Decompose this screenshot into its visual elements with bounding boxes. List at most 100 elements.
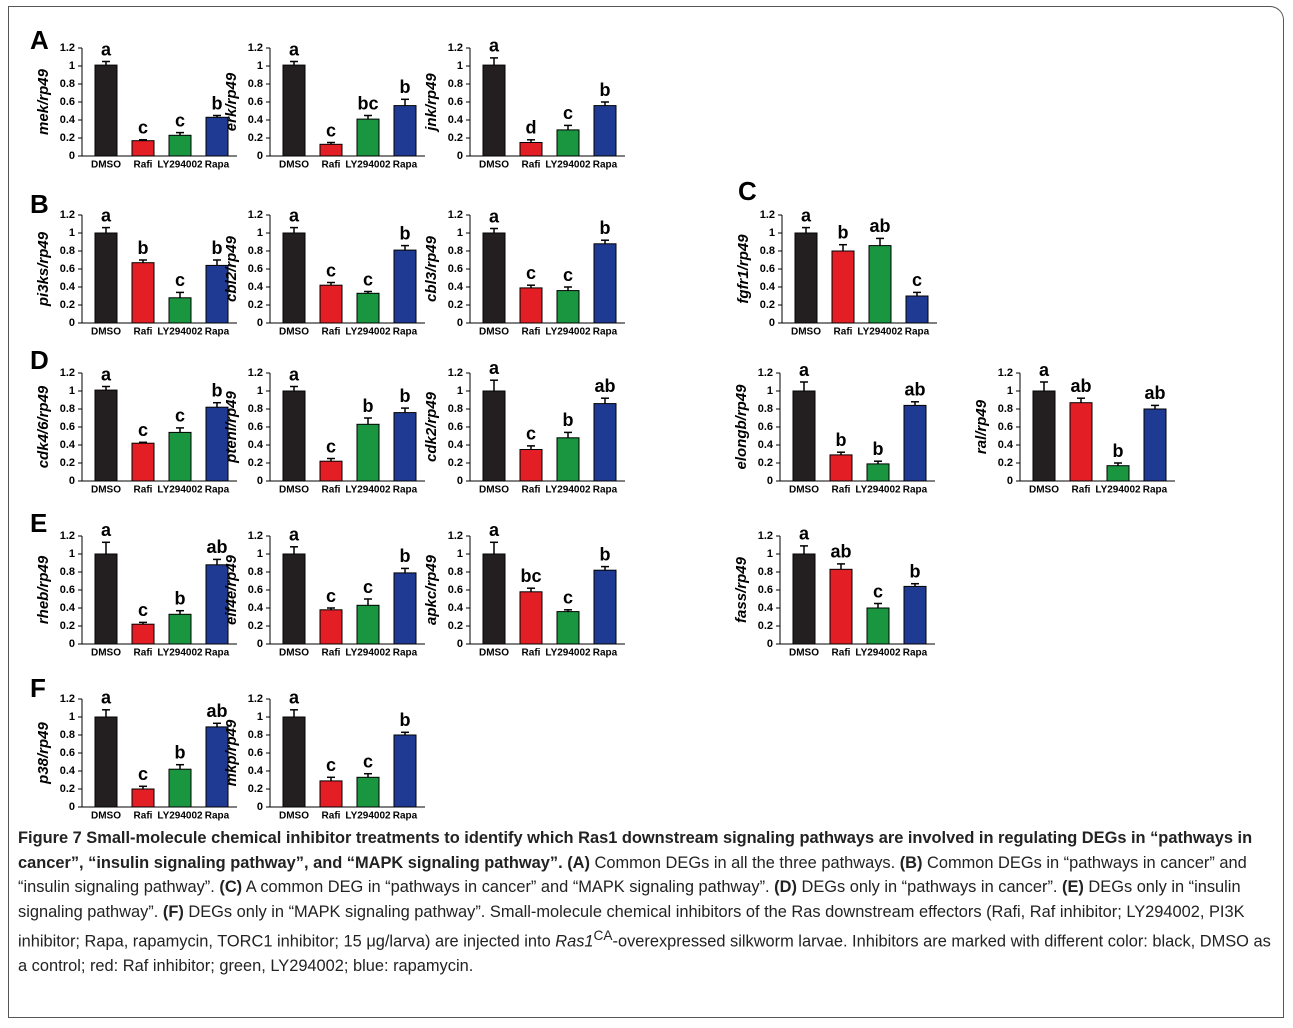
y-tick-label: 0.6	[60, 747, 75, 759]
bar	[168, 431, 192, 482]
y-tick-label: 0.8	[248, 245, 263, 257]
y-axis-label: cbl3/rp49	[423, 235, 440, 302]
bar	[393, 734, 417, 808]
y-tick-label: 1.2	[60, 693, 75, 705]
bar	[94, 553, 118, 645]
x-tick-label: Rafi	[322, 485, 341, 496]
x-tick-label: Rafi	[134, 811, 153, 822]
bar	[903, 404, 927, 482]
y-tick-label: 0.6	[758, 421, 773, 433]
caption-part: (A)	[567, 853, 590, 872]
bar	[482, 232, 506, 324]
significance-letter: b	[400, 77, 411, 97]
x-tick-label: Rapa	[205, 485, 230, 496]
significance-letter: b	[400, 223, 411, 243]
y-tick-label: 0.4	[60, 602, 76, 614]
x-tick-label: Rafi	[1072, 485, 1091, 496]
x-tick-label: Rafi	[832, 648, 851, 659]
significance-letter: c	[873, 581, 883, 601]
x-tick-label: LY294002	[345, 327, 391, 338]
x-tick-label: DMSO	[91, 327, 121, 338]
bar	[593, 105, 617, 157]
significance-letter: b	[175, 588, 186, 608]
bar	[168, 613, 192, 645]
y-tick-label: 0.2	[248, 457, 263, 469]
caption-part: DEGs only in “pathways in cancer”.	[796, 878, 1063, 896]
y-axis-label: rheb/rp49	[35, 555, 52, 624]
significance-letter: b	[910, 561, 921, 581]
bar	[482, 553, 506, 645]
y-tick-label: 0	[257, 475, 263, 487]
y-tick-label: 0.8	[60, 566, 75, 578]
y-tick-label: 1.2	[448, 530, 463, 542]
y-tick-label: 0.8	[60, 729, 75, 741]
y-tick-label: 0.6	[248, 584, 263, 596]
significance-letter: c	[326, 755, 336, 775]
y-tick-label: 0.2	[448, 620, 463, 632]
significance-letter: c	[363, 751, 373, 771]
bar	[356, 423, 380, 482]
significance-letter: c	[563, 588, 573, 608]
x-tick-label: DMSO	[91, 811, 121, 822]
bar	[556, 611, 580, 645]
bar	[131, 262, 155, 324]
bar	[94, 716, 118, 808]
x-tick-label: DMSO	[91, 160, 121, 171]
y-tick-label: 0.6	[760, 263, 775, 275]
y-tick-label: 0.4	[448, 439, 464, 451]
significance-letter: a	[799, 360, 810, 380]
x-tick-label: Rafi	[522, 648, 541, 659]
significance-letter: c	[138, 118, 148, 138]
significance-letter: c	[326, 120, 336, 140]
significance-letter: b	[212, 93, 223, 113]
bar	[1032, 390, 1056, 482]
x-tick-label: Rapa	[205, 327, 230, 338]
caption-part: (B)	[899, 853, 923, 872]
y-tick-label: 0.4	[448, 114, 464, 126]
significance-letter: ab	[1144, 383, 1165, 403]
y-tick-label: 1.2	[448, 42, 463, 54]
significance-letter: ab	[206, 537, 227, 557]
y-tick-label: 0.6	[448, 263, 463, 275]
y-tick-label: 0.4	[248, 439, 264, 451]
y-tick-label: 0.4	[998, 439, 1014, 451]
bar	[556, 437, 580, 482]
significance-letter: bc	[520, 566, 541, 586]
y-tick-label: 0.4	[60, 281, 76, 293]
y-tick-label: 0.8	[60, 245, 75, 257]
bar	[131, 623, 155, 645]
y-axis-label: p38/rp49	[35, 721, 52, 784]
x-tick-label: Rapa	[593, 160, 618, 171]
bar	[792, 390, 816, 482]
x-tick-label: Rapa	[205, 811, 230, 822]
x-tick-label: LY294002	[855, 485, 901, 496]
significance-letter: ab	[904, 380, 925, 400]
y-tick-label: 1	[769, 227, 775, 239]
y-tick-label: 0	[257, 638, 263, 650]
y-tick-label: 1	[457, 548, 463, 560]
y-tick-label: 0.2	[760, 299, 775, 311]
panel-label: E	[30, 508, 47, 538]
bar	[282, 64, 306, 157]
y-axis-label: apkc/rp49	[423, 554, 440, 625]
bar	[519, 449, 543, 482]
significance-letter: bc	[357, 93, 378, 113]
x-tick-label: DMSO	[479, 485, 509, 496]
y-tick-label: 0.6	[60, 96, 75, 108]
y-axis-label: erk/rp49	[223, 72, 240, 131]
y-tick-label: 1.2	[60, 530, 75, 542]
significance-letter: a	[1039, 360, 1050, 380]
x-tick-label: Rapa	[1143, 485, 1168, 496]
y-tick-label: 1.2	[60, 367, 75, 379]
y-tick-label: 0.2	[248, 132, 263, 144]
panel-label: F	[30, 673, 46, 703]
y-tick-label: 0	[257, 317, 263, 329]
significance-letter: c	[563, 103, 573, 123]
y-tick-label: 0.2	[60, 457, 75, 469]
caption-part: A common DEG in “pathways in cancer” and…	[242, 878, 775, 896]
bar	[829, 454, 853, 482]
significance-letter: a	[101, 39, 112, 59]
figure: A B C D E F 0 0.2 0.4 0.6 0.8 1 1.2 mek/rp49 a DMSO c Raf…	[30, 25, 1175, 822]
x-tick-label: LY294002	[1095, 485, 1141, 496]
y-tick-label: 1.2	[248, 209, 263, 221]
